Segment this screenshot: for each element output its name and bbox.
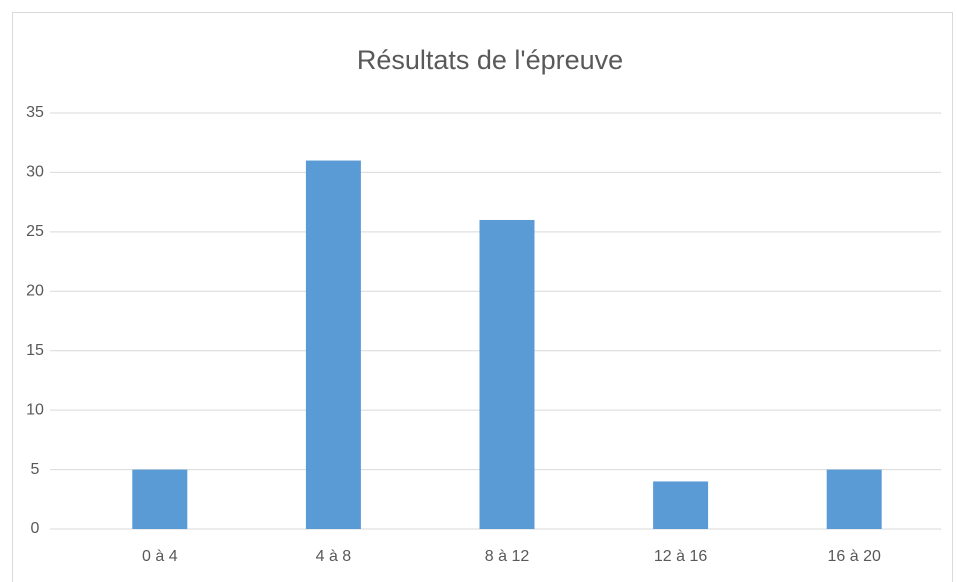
y-tick-label: 15 (26, 342, 44, 359)
x-tick-label: 16 à 20 (828, 548, 881, 565)
bar (826, 469, 882, 529)
bar (653, 481, 709, 529)
y-tick-label: 5 (31, 461, 40, 478)
x-tick-label: 8 à 12 (485, 548, 530, 565)
y-tick-label: 0 (31, 520, 40, 537)
y-tick-label: 20 (26, 283, 44, 300)
x-tick-label: 4 à 8 (316, 548, 352, 565)
x-tick-label: 0 à 4 (142, 548, 178, 565)
bar (305, 160, 361, 530)
y-tick-label: 35 (26, 104, 44, 121)
y-tick-label: 25 (26, 223, 44, 240)
bar (479, 219, 535, 529)
x-tick-label: 12 à 16 (654, 548, 707, 565)
y-tick-label: 30 (26, 164, 44, 181)
y-tick-label: 10 (26, 401, 44, 418)
bar (132, 469, 188, 529)
chart-title: Résultats de l'épreuve (357, 45, 623, 75)
